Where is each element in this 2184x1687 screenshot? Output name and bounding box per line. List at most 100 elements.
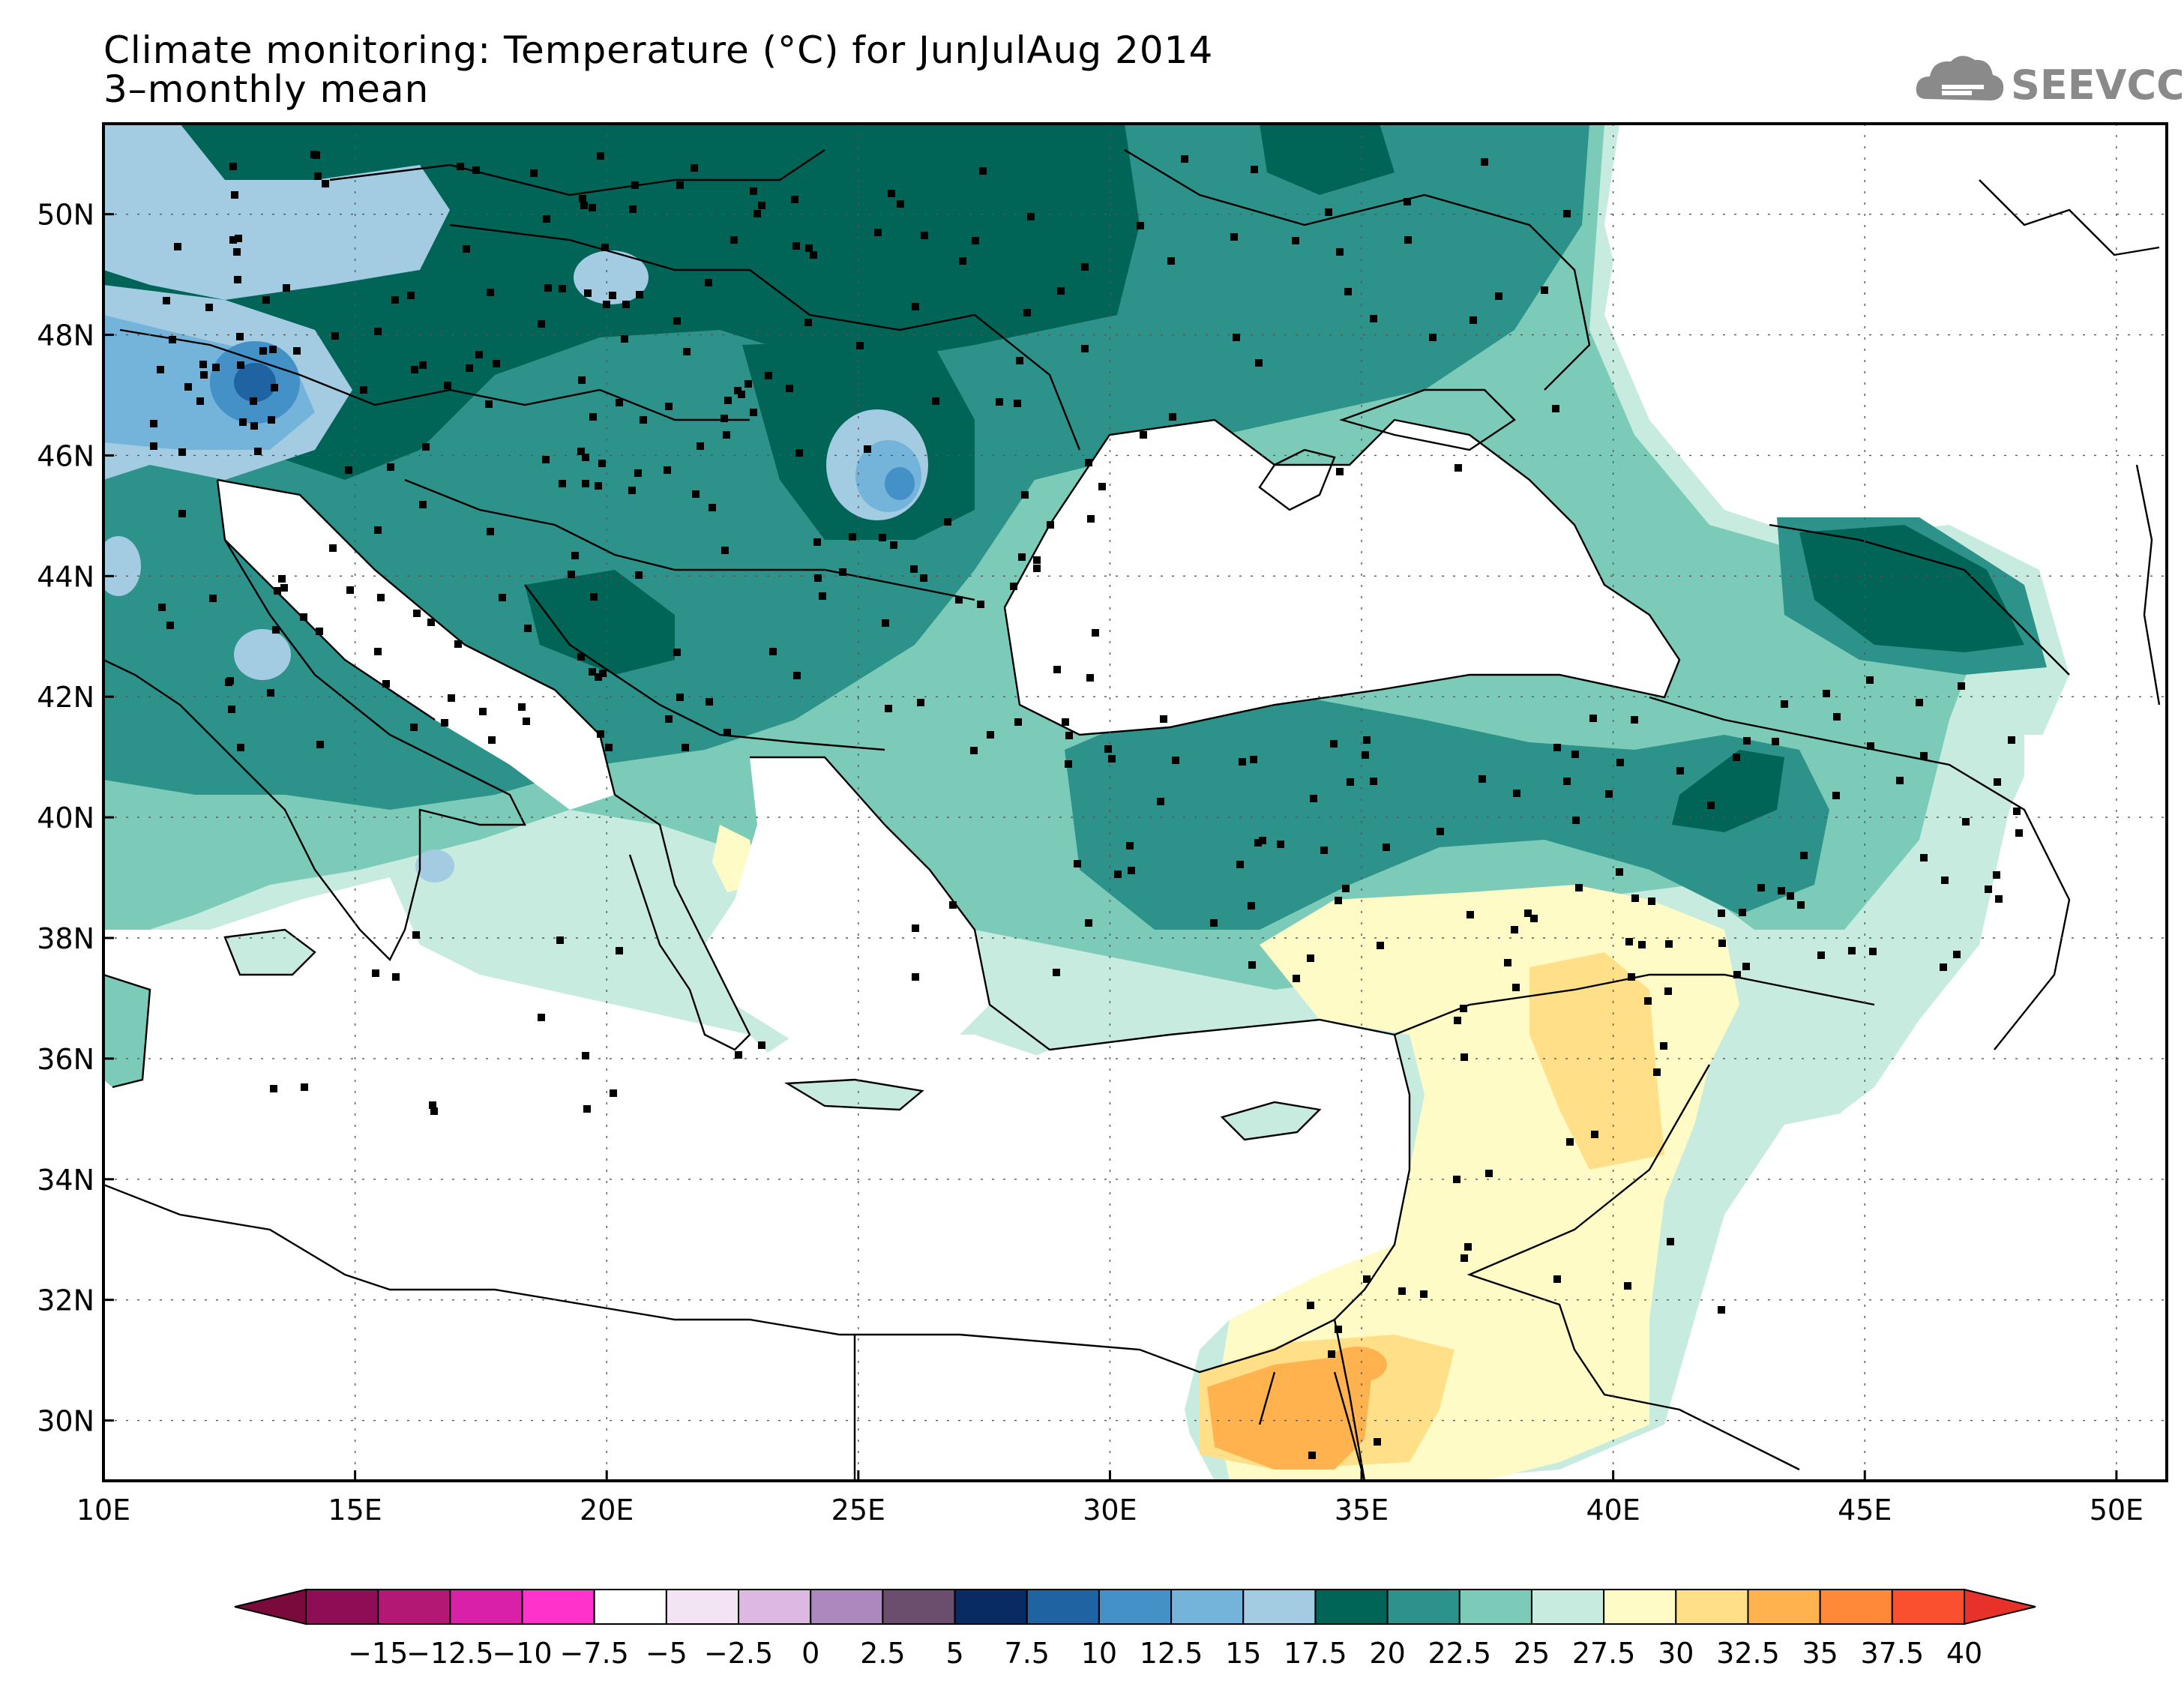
lat-tick-label: 40N [37, 802, 94, 835]
station-marker [734, 387, 741, 394]
crimea-coast [1258, 448, 1336, 511]
station-marker [1092, 629, 1099, 637]
lat-tick-label: 32N [37, 1284, 94, 1317]
station-marker [1778, 887, 1785, 894]
station-marker [792, 242, 800, 250]
station-marker [1781, 700, 1788, 708]
station-marker [300, 613, 307, 621]
station-marker [1014, 400, 1021, 407]
station-marker [996, 398, 1003, 406]
seevccc-logo: SEEVCCC [1916, 55, 2182, 109]
station-marker [1310, 795, 1317, 802]
station-marker [1631, 894, 1639, 902]
station-marker [543, 215, 550, 223]
colorbar-label: 5 [945, 1637, 963, 1670]
station-marker [466, 364, 473, 372]
colorbar-label: 40 [1946, 1637, 1982, 1670]
station-marker [819, 592, 826, 600]
station-marker [1104, 745, 1112, 753]
station-marker [839, 568, 846, 576]
station-marker [1572, 817, 1580, 824]
station-marker [250, 397, 257, 405]
axis-ticks [102, 213, 2118, 1481]
station-marker [2013, 808, 2021, 815]
station-marker [454, 640, 462, 648]
station-marker [1047, 521, 1054, 529]
station-marker [1481, 158, 1488, 166]
station-marker [1665, 940, 1673, 948]
station-marker [1255, 359, 1263, 367]
station-marker [709, 504, 716, 511]
colorbar-swatch [521, 1589, 595, 1625]
border-israel [1333, 1319, 1366, 1481]
station-marker [239, 418, 247, 426]
station-marker [1292, 237, 1299, 244]
station-marker [1370, 778, 1377, 785]
map-subtitle: 3–monthly mean [103, 67, 430, 111]
station-marker [150, 420, 157, 427]
station-marker [1985, 885, 1992, 893]
station-marker [1616, 868, 1623, 876]
station-marker [1733, 971, 1741, 978]
station-marker [228, 706, 235, 713]
station-marker [1631, 716, 1638, 724]
station-marker [1624, 1282, 1631, 1290]
station-marker [1259, 837, 1266, 844]
lat-tick-label: 30N [37, 1405, 94, 1438]
station-marker [499, 594, 506, 601]
station-marker [301, 1083, 308, 1091]
station-marker [1374, 1438, 1381, 1446]
station-marker [412, 931, 420, 939]
border-balkans-2 [524, 584, 885, 751]
lon-tick-label: 35E [1335, 1494, 1389, 1527]
station-marker [580, 202, 588, 209]
station-marker [1320, 846, 1328, 854]
station-marker [530, 169, 538, 177]
station-marker [1718, 1306, 1725, 1314]
station-marker [1342, 885, 1350, 892]
station-marker [987, 731, 994, 739]
station-marker [724, 397, 732, 404]
station-marker [1591, 1131, 1598, 1138]
station-marker [1254, 839, 1262, 846]
station-marker [360, 386, 367, 394]
caspian-coast [2135, 464, 2161, 706]
station-marker [544, 284, 552, 292]
station-marker [735, 1051, 742, 1059]
crete-field [787, 1080, 922, 1110]
station-marker [205, 304, 213, 311]
station-marker [1085, 919, 1092, 927]
station-marker [1336, 248, 1344, 256]
station-marker [1085, 459, 1092, 466]
colorbar-swatch [1747, 1589, 1821, 1625]
station-marker [1787, 892, 1794, 900]
field-17-5-corsica [103, 536, 141, 596]
station-marker [1455, 464, 1462, 472]
station-marker [628, 487, 636, 494]
colorbar-low-arrow [234, 1588, 307, 1626]
station-marker [1628, 973, 1635, 981]
station-marker [765, 372, 772, 379]
lon-tick-label: 50E [2090, 1494, 2144, 1527]
lat-tick-label: 36N [37, 1043, 94, 1076]
station-marker [793, 672, 801, 679]
station-marker [1087, 515, 1095, 523]
station-marker [229, 236, 237, 244]
cyprus-coast [1220, 1101, 1322, 1141]
station-marker [472, 166, 480, 174]
station-marker [392, 973, 400, 981]
station-marker [1896, 777, 1904, 784]
border-alps [119, 328, 750, 421]
azov-coast [1339, 388, 1516, 451]
station-marker [1800, 852, 1808, 859]
station-marker [1648, 897, 1655, 905]
station-marker [1023, 309, 1031, 316]
border-balkans-1 [404, 478, 975, 601]
adriatic-sea [217, 480, 615, 810]
station-marker [1460, 1005, 1467, 1012]
station-marker [448, 694, 455, 702]
station-marker [1081, 345, 1089, 352]
station-marker [1137, 222, 1144, 229]
station-marker [1057, 287, 1065, 295]
station-marker [1833, 713, 1841, 721]
